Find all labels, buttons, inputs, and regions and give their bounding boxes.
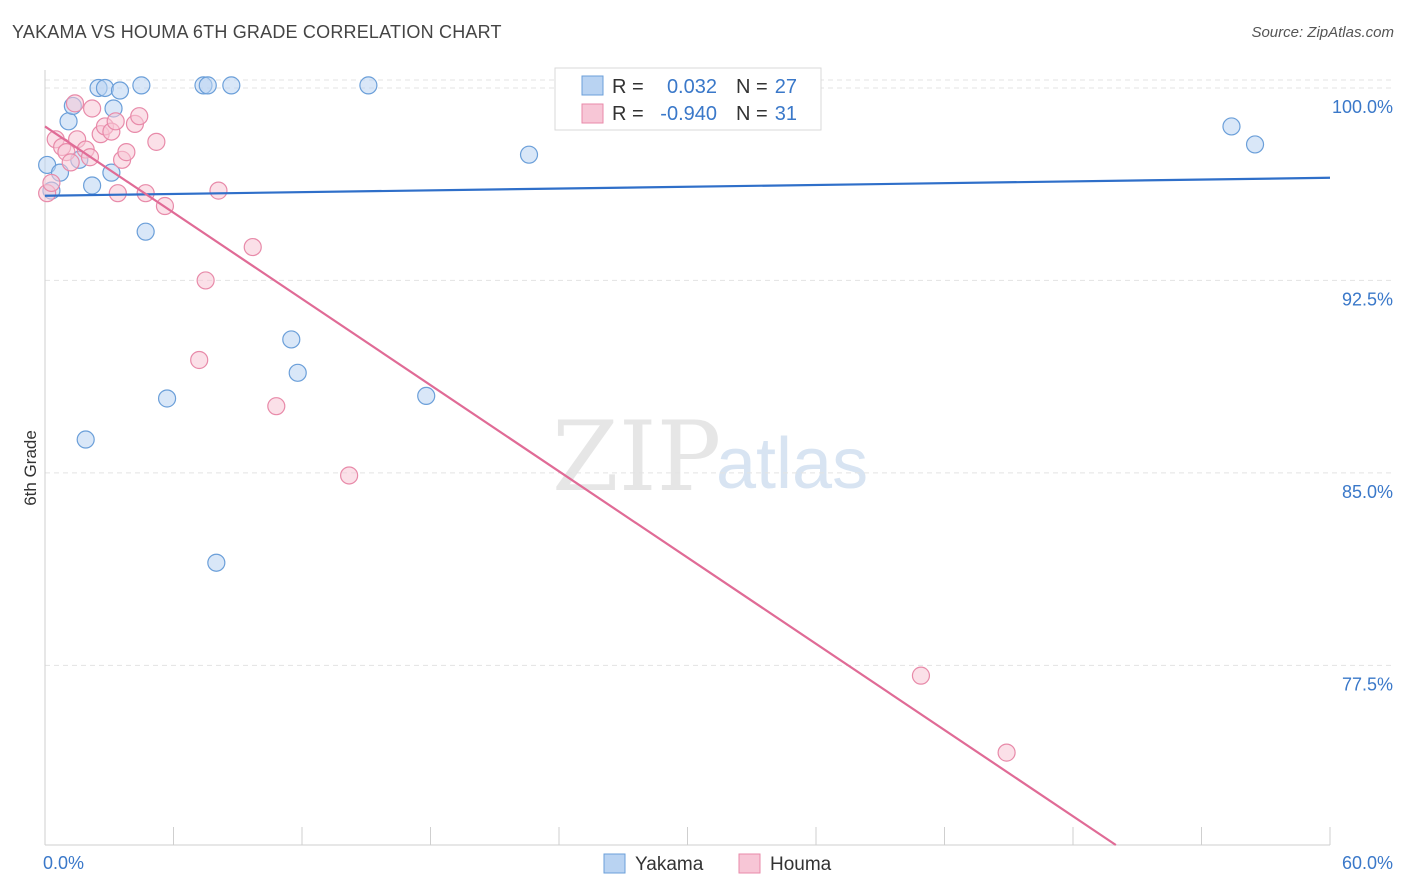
houma-point [83,99,102,118]
houma-point [209,181,228,200]
houma-point [42,173,61,193]
y-tick-label: 85.0% [1342,482,1393,502]
houma-point [61,153,80,172]
yakama-point [282,330,301,349]
houma-point [196,271,215,290]
yakama-point [1222,117,1241,136]
houma-n-label: N = [736,103,768,125]
x-tick-label-min: 0.0% [43,853,84,873]
houma-point [190,350,209,370]
x-axis-ticks [44,827,1331,845]
yakama-point [288,363,307,382]
houma-point [243,237,262,257]
houma-points [38,94,1016,762]
houma-r-label: R = [612,103,644,125]
yakama-point [132,76,151,95]
houma-point [65,94,85,113]
grid-lines [45,79,1395,666]
yakama-point [83,176,102,195]
houma-point [997,743,1016,762]
yakama-point [95,78,115,98]
yakama-trend-line [44,176,1331,197]
y-tick-label: 77.5% [1342,674,1393,694]
yakama-point [136,222,155,241]
houma-point [911,666,931,685]
yakama-n-value: 27 [775,76,797,98]
source-credit: Source: ZipAtlas.com [1251,24,1394,41]
x-axis-tick-labels: 0.0% 60.0% [43,853,1393,873]
houma-r-value: -0.940 [660,103,717,125]
legend-houma-swatch [738,853,761,874]
houma-n-value: 31 [775,103,797,125]
y-axis-tick-labels: 77.5% 85.0% 92.5% 100.0% [1332,97,1393,694]
yakama-r-value: 0.032 [667,76,717,98]
houma-point [106,112,125,131]
houma-legend-swatch [581,103,604,124]
y-tick-label: 100.0% [1332,97,1393,117]
yakama-point [76,430,95,449]
yakama-point [222,76,241,95]
yakama-point [1245,135,1265,154]
houma-point [130,107,149,126]
yakama-point [417,386,436,406]
yakama-n-label: N = [736,76,768,98]
houma-point [267,397,286,416]
legend-yakama-swatch [603,853,626,874]
yakama-legend-swatch [581,75,604,96]
watermark: ZIP atlas [552,401,868,513]
yakama-point [519,145,539,164]
yakama-point [359,76,378,95]
yakama-point [207,553,226,572]
x-tick-label-max: 60.0% [1342,853,1393,873]
yakama-point [198,76,217,95]
houma-point [147,132,166,151]
houma-trend-line [44,125,1117,846]
yakama-r-label: R = [612,76,644,98]
legend-yakama-label: Yakama [635,854,704,875]
yakama-point [110,81,130,100]
yakama-point [59,112,78,131]
watermark-atlas: atlas [716,424,868,504]
y-axis-title: 6th Grade [21,430,40,506]
stats-legend: R = 0.032 N = 27 R = -0.940 N = 31 [554,67,822,131]
legend-houma-label: Houma [770,854,832,875]
houma-point [117,143,136,162]
yakama-point [157,389,177,408]
houma-point [340,466,359,485]
houma-point [108,184,127,203]
watermark-zip: ZIP [552,401,721,513]
chart-title: YAKAMA VS HOUMA 6TH GRADE CORRELATION CH… [12,22,502,42]
series-legend: Yakama Houma [603,853,832,875]
y-tick-label: 92.5% [1342,289,1393,309]
